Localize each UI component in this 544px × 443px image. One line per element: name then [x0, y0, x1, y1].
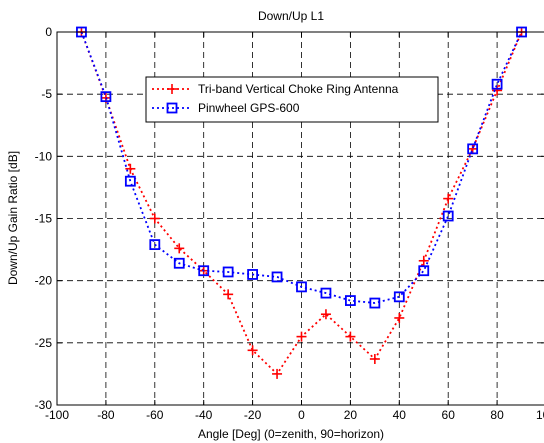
- series-1-point: [272, 368, 283, 379]
- series-2-point: [173, 257, 185, 269]
- legend-box: [145, 76, 439, 123]
- series-1-point: [174, 243, 185, 254]
- x-tick-label: -100: [45, 408, 69, 422]
- series-1-point: [418, 255, 429, 266]
- series-1-point: [394, 312, 405, 323]
- series-2-point: [393, 291, 405, 303]
- y-tick-label: -10: [35, 149, 53, 163]
- series-1-point: [369, 353, 380, 364]
- series-2-point: [491, 78, 503, 90]
- legend-item: Pinwheel GPS-600: [152, 101, 300, 115]
- x-tick-label: -40: [195, 408, 213, 422]
- series-line-2: [80, 31, 523, 304]
- series-2-point: [320, 287, 332, 299]
- legend-marker: [166, 102, 178, 114]
- series-2-point: [222, 266, 234, 278]
- series-2-point: [344, 295, 356, 306]
- x-tick-label: 100: [536, 408, 544, 422]
- chart-title: Down/Up L1: [258, 9, 324, 23]
- y-tick-label: 0: [45, 25, 52, 39]
- series-1-point: [223, 289, 234, 300]
- y-tick-label: -5: [41, 87, 52, 101]
- x-tick-label: -80: [97, 408, 115, 422]
- x-tick-label: 0: [298, 408, 305, 422]
- y-tick-label: -15: [35, 212, 53, 226]
- series-2-point: [467, 143, 479, 155]
- series-2-point: [198, 265, 210, 277]
- series-1-point: [149, 213, 160, 224]
- y-tick-label: -30: [35, 398, 53, 412]
- x-axis-label: Angle [Deg] (0=zenith, 90=horizon): [198, 427, 384, 441]
- y-axis-label: Down/Up Gain Ratio [dB]: [6, 151, 20, 285]
- x-tick-label: -60: [146, 408, 164, 422]
- series-1-point: [296, 331, 307, 342]
- series-layer: [76, 26, 527, 379]
- y-tick-label: -25: [35, 336, 53, 350]
- legend-marker: [167, 84, 177, 94]
- series-2-point: [247, 269, 259, 280]
- x-tick-label: 20: [344, 408, 358, 422]
- series-1-point: [247, 345, 258, 356]
- x-tick-label: 40: [393, 408, 407, 422]
- series-2-point: [100, 91, 112, 103]
- series-1-point: [320, 309, 331, 320]
- series-1-point: [492, 85, 503, 96]
- series-2-point: [418, 265, 430, 277]
- series-2-point: [271, 271, 283, 283]
- series-1-point: [125, 163, 136, 174]
- series-2-point: [149, 239, 161, 251]
- legend: Tri-band Vertical Choke Ring Antenna Pinw…: [145, 76, 439, 123]
- legend-label: Pinwheel GPS-600: [198, 101, 300, 115]
- series-2-point: [369, 297, 381, 309]
- series-1-point: [467, 143, 478, 154]
- legend-item: Tri-band Vertical Choke Ring Antenna: [152, 82, 399, 96]
- series-1-point: [345, 331, 356, 342]
- x-tick-label: 80: [490, 408, 504, 422]
- y-tick-label: -20: [35, 274, 53, 288]
- series-1-point: [443, 193, 454, 204]
- series-2-point: [296, 281, 307, 293]
- x-tick-label: -20: [244, 408, 262, 422]
- legend-label: Tri-band Vertical Choke Ring Antenna: [198, 82, 399, 96]
- series-2-point: [124, 175, 136, 187]
- series-2-point: [442, 210, 454, 222]
- x-tick-label: 60: [442, 408, 456, 422]
